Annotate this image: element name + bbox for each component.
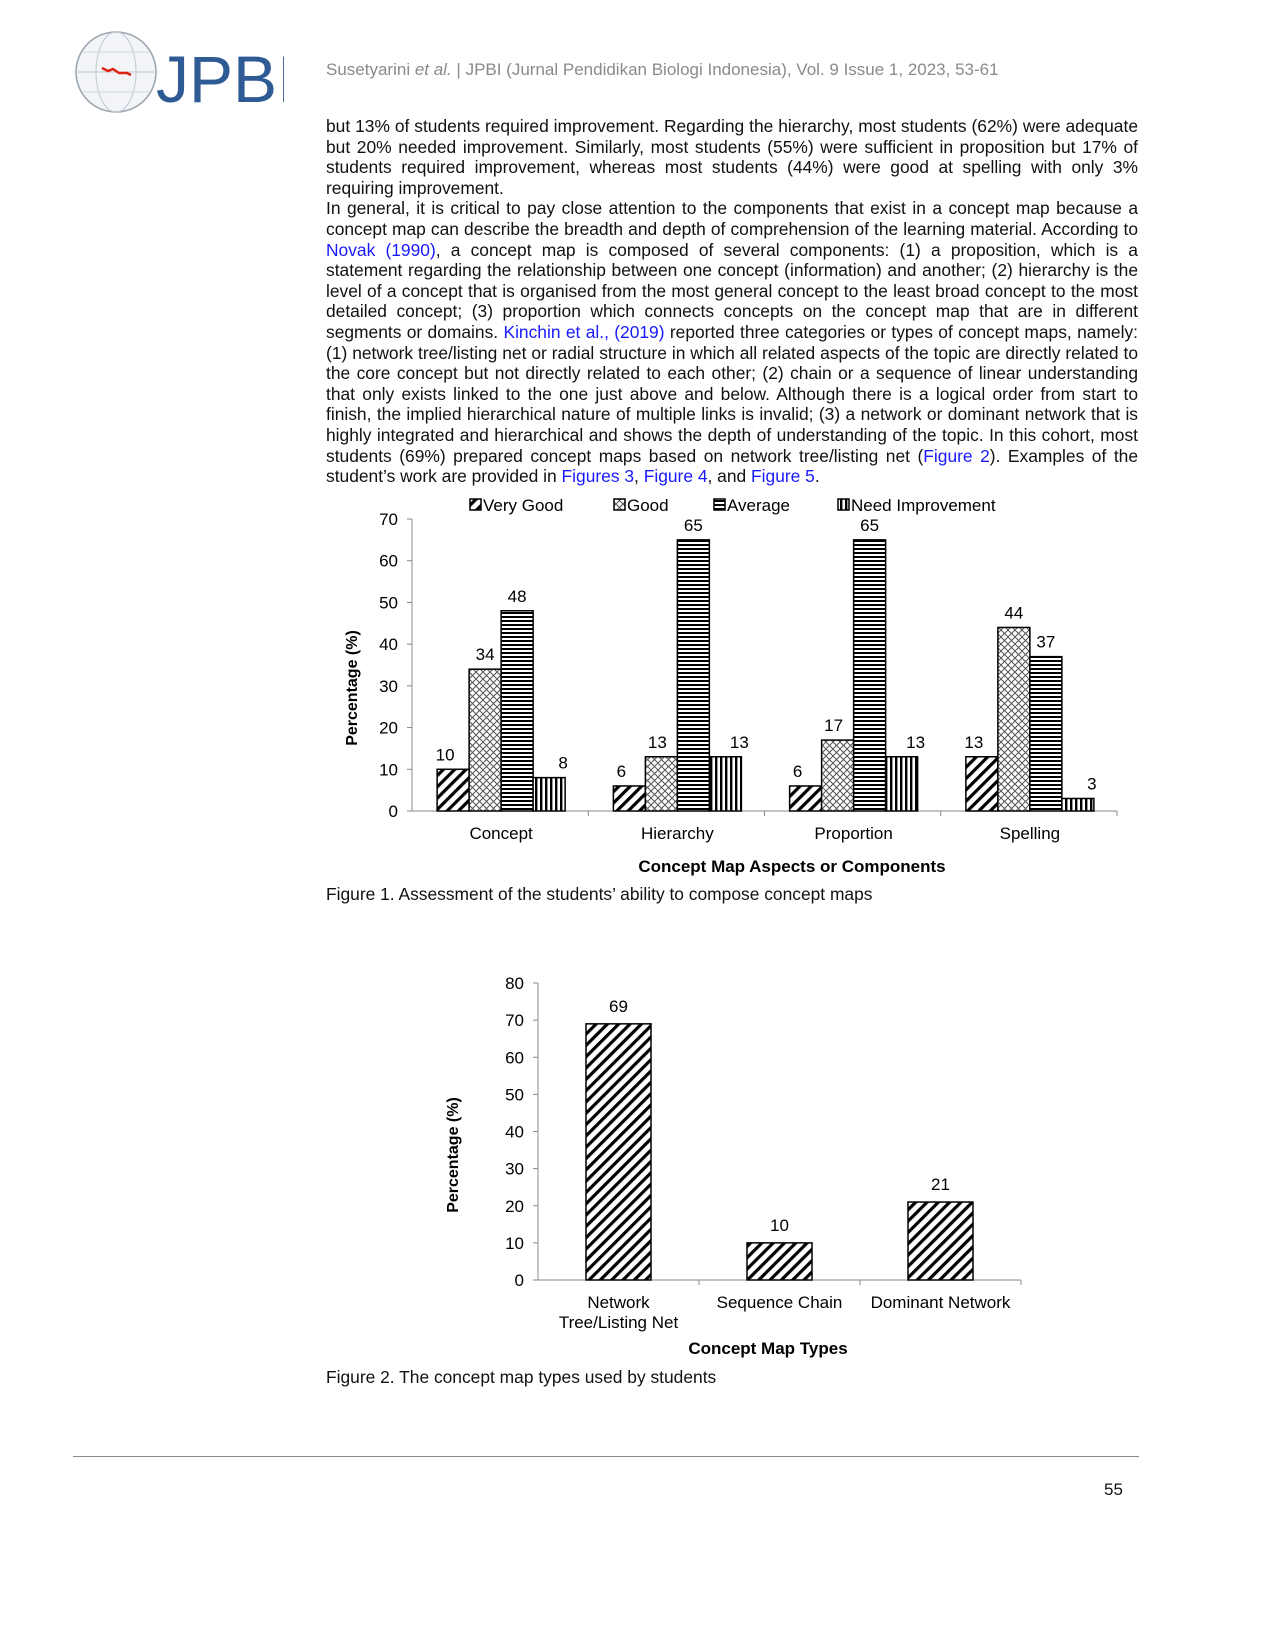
y-axis-title: Percentage (%) [445, 1097, 462, 1213]
bar-crosshatch [644, 756, 679, 812]
figure2-caption: Figure 2. The concept map types used by … [326, 1367, 717, 1387]
bar-crosshatch [997, 626, 1031, 812]
figure-link[interactable]: Figure 2 [923, 445, 990, 466]
x-tick-label: Dominant Network [871, 1293, 1011, 1312]
legend-swatch [613, 498, 626, 511]
data-label: 37 [1036, 633, 1055, 652]
bar-horizontal [852, 539, 887, 812]
data-label: 34 [476, 645, 495, 664]
y-tick-label: 50 [379, 593, 398, 612]
y-tick-label: 40 [379, 635, 398, 654]
bar-horizontal [1029, 655, 1063, 812]
data-label: 13 [906, 733, 925, 752]
data-label: 8 [558, 754, 567, 773]
data-label: 13 [730, 733, 749, 752]
legend-label: Very Good [483, 496, 563, 515]
bar-vertical [532, 776, 566, 812]
data-label: 44 [1004, 603, 1023, 622]
data-label: 65 [684, 516, 703, 535]
data-label: 10 [436, 745, 455, 764]
data-label: 69 [609, 997, 628, 1016]
bar-vertical [708, 756, 743, 812]
figure1-caption: Figure 1. Assessment of the students’ ab… [326, 884, 873, 904]
y-axis-title: Percentage (%) [344, 630, 361, 746]
x-tick-label: Hierarchy [641, 824, 714, 843]
y-tick-label: 70 [379, 510, 398, 529]
bar-crosshatch [820, 739, 855, 812]
bar-horizontal [676, 539, 711, 812]
legend-label: Need Improvement [851, 496, 996, 515]
y-tick-label: 10 [505, 1234, 524, 1253]
x-tick-label: Sequence Chain [717, 1293, 843, 1312]
x-tick-label: Concept [469, 824, 533, 843]
citation-link[interactable]: Novak (1990) [326, 239, 436, 260]
bar-diagonal [965, 756, 999, 812]
data-label: 21 [931, 1175, 950, 1194]
data-label: 6 [617, 762, 626, 781]
y-tick-label: 60 [379, 552, 398, 571]
y-tick-label: 50 [505, 1085, 524, 1104]
jpbi-logo: JPBI [75, 31, 284, 116]
legend-swatch [837, 498, 850, 511]
data-label: 6 [793, 762, 802, 781]
y-tick-label: 20 [379, 719, 398, 738]
x-axis-title: Concept Map Aspects or Components [638, 857, 945, 876]
citation-link[interactable]: Kinchin et al., (2019) [503, 321, 665, 342]
legend-swatch [469, 498, 482, 511]
bar-crosshatch [468, 668, 502, 812]
y-tick-label: 0 [389, 802, 398, 821]
legend-label: Average [727, 496, 790, 515]
footer-rule [73, 1456, 1139, 1457]
data-label: 13 [964, 733, 983, 752]
y-tick-label: 60 [505, 1048, 524, 1067]
bar-horizontal [500, 610, 534, 812]
page-number: 55 [1104, 1480, 1123, 1499]
paragraph: In general, it is critical to pay close … [326, 198, 1139, 487]
data-label: 13 [648, 733, 667, 752]
y-tick-label: 20 [505, 1197, 524, 1216]
bar [585, 1023, 652, 1281]
running-head: Susetyarini et al. | JPBI (Jurnal Pendid… [326, 60, 999, 79]
y-tick-label: 30 [379, 677, 398, 696]
bar [907, 1201, 974, 1281]
bar-vertical [884, 756, 919, 812]
y-tick-label: 40 [505, 1123, 524, 1142]
bar [746, 1242, 813, 1281]
data-label: 48 [508, 587, 527, 606]
figure-link[interactable]: Figure 5 [751, 466, 815, 487]
figure-link[interactable]: Figures 3 [561, 466, 635, 487]
data-label: 17 [824, 716, 843, 735]
y-tick-label: 30 [505, 1160, 524, 1179]
data-label: 10 [770, 1216, 789, 1235]
y-tick-label: 80 [505, 974, 524, 993]
x-tick-label: Spelling [1000, 824, 1061, 843]
paragraph: but 13% of students required improvement… [326, 116, 1138, 198]
body-text: but 13% of students required improvement… [326, 116, 1138, 487]
y-tick-label: 70 [505, 1011, 524, 1030]
x-tick-label: Proportion [814, 824, 892, 843]
legend-swatch [713, 498, 726, 511]
y-tick-label: 10 [379, 760, 398, 779]
figure-link[interactable]: Figure 4 [643, 466, 708, 487]
data-label: 65 [860, 516, 879, 535]
x-tick-label: Tree/Listing Net [559, 1313, 679, 1332]
bar-vertical [1061, 797, 1095, 812]
y-tick-label: 0 [515, 1271, 524, 1290]
data-label: 3 [1087, 774, 1096, 793]
svg-text:JPBI: JPBI [156, 42, 284, 116]
figure1-bar-chart: 0 10 20 30 40 50 60 70 Concept 10 34 48 8 Hierarchy 6 1… [344, 496, 1118, 876]
legend-label: Good [627, 496, 669, 515]
x-tick-label: Network [587, 1293, 650, 1312]
x-axis-title: Concept Map Types [688, 1339, 847, 1358]
